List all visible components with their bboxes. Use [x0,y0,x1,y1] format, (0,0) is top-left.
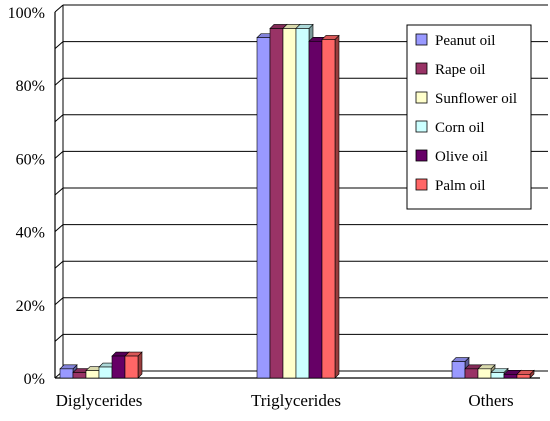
gridline-diag [54,334,64,342]
gridline-diag [54,224,64,232]
y-tick-label: 60% [16,151,45,168]
bars [59,23,535,379]
legend-label: Rape oil [435,62,485,78]
legend: Peanut oil Rape oil Sunflower oil Corn oil O… [406,24,532,210]
x-category-label: Diglycerides [56,391,143,410]
bar-front [282,28,297,379]
bar-front [269,28,284,379]
gridline-diag [54,187,64,196]
legend-swatch [415,33,428,46]
bar-front [72,372,87,379]
bar-side [334,34,340,379]
bar-front [490,372,505,379]
legend-label: Corn oil [435,120,485,136]
tick-labels: 0% 20% 40% 60% 80% 100% Diglycerides Triglyceri… [8,5,514,410]
legend-swatch [415,149,428,162]
bar-front [59,368,74,379]
bar-front [124,355,139,379]
y-tick-label: 0% [24,371,45,388]
bar [321,34,340,379]
legend-label: Peanut oil [435,33,495,49]
legend-swatch [415,91,428,104]
legend-box [406,24,532,210]
bar-front [295,28,310,379]
legend-swatch [415,62,428,75]
bar-front [321,39,336,379]
y-tick-label: 40% [16,225,45,242]
bar-front [111,355,126,379]
y-tick-label: 100% [8,5,45,22]
legend-swatch [415,120,428,133]
bar-front [308,40,323,379]
legend-label: Palm oil [435,178,485,194]
bar-front [256,37,271,379]
gridline-diag [54,41,64,49]
legend-swatch [415,178,428,191]
x-category-label: Others [468,391,513,410]
legend-label: Olive oil [435,149,488,165]
legend-label: Sunflower oil [435,91,517,107]
bar-front [503,374,518,379]
bar-front [464,368,479,379]
bar-front [98,366,113,379]
gridline-diag [54,151,64,159]
gridline-diag [54,297,64,306]
x-category-label: Triglycerides [251,391,341,410]
gridline-diag [54,77,64,86]
y-tick-label: 20% [16,298,45,315]
y-tick-label: 80% [16,78,45,95]
bar-front [85,370,100,379]
bar-side [137,351,143,379]
gridline-diag [54,260,64,269]
gridline-diag [54,114,64,123]
bar [516,369,535,379]
bar-front [516,374,531,379]
bar-front [477,368,492,379]
bar [124,351,143,379]
gridline-diag [54,4,64,13]
bar-front [451,361,466,379]
